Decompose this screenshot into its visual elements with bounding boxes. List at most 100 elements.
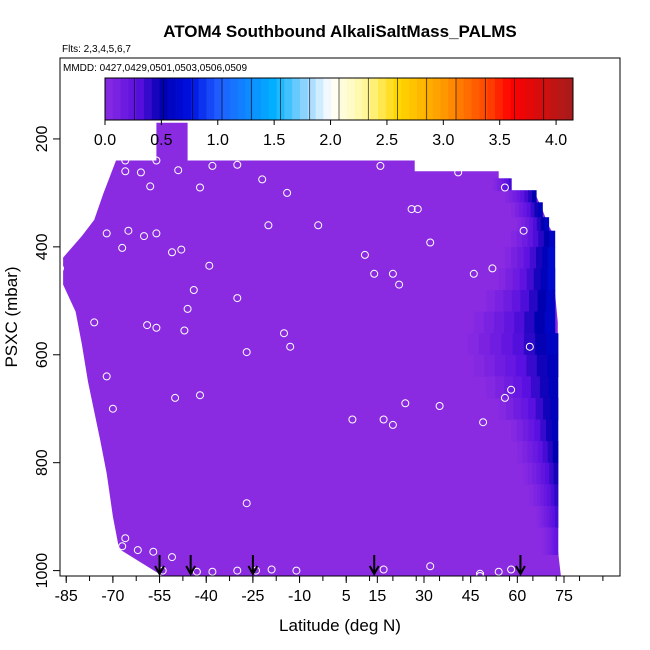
- field-cell: [517, 441, 523, 464]
- field-cell: [544, 505, 548, 529]
- field-cell: [504, 190, 510, 203]
- sample-point: [413, 205, 422, 214]
- field-cell: [517, 246, 525, 270]
- field-cell: [519, 268, 528, 291]
- field-cell: [501, 333, 514, 356]
- sample-point: [280, 329, 288, 338]
- colorbar-segment: [487, 78, 496, 120]
- field-cell: [504, 246, 512, 270]
- field-cell: [535, 397, 544, 421]
- field-cell: [528, 190, 533, 203]
- colorbar-segment: [237, 78, 246, 120]
- sample-point: [208, 567, 217, 576]
- colorbar-segment: [253, 78, 262, 120]
- flight-arrow: [368, 555, 380, 576]
- field-cell: [478, 333, 491, 356]
- colorbar-segment: [151, 78, 160, 120]
- field-cell: [540, 217, 546, 232]
- field-cell: [503, 290, 513, 313]
- field-cell: [523, 246, 531, 270]
- field-cell: [511, 419, 518, 442]
- field-cell: [546, 419, 553, 442]
- colorbar-segment: [549, 78, 558, 120]
- sample-point: [379, 415, 388, 424]
- dates-note: MMDD: 0427,0429,0501,0503,0506,0509: [63, 63, 247, 74]
- colorbar-segment: [300, 78, 309, 120]
- field-cell: [494, 178, 498, 191]
- field-cell: [532, 462, 537, 485]
- colorbar-segment: [346, 78, 355, 120]
- field-cell: [526, 354, 538, 377]
- sample-point: [90, 318, 99, 327]
- field-cell: [541, 505, 545, 529]
- field-cell: [547, 268, 556, 291]
- colorbar-segment: [409, 78, 418, 120]
- colorbar-segment: [292, 78, 301, 120]
- field-cell: [494, 311, 505, 334]
- flight-arrow: [154, 555, 165, 576]
- colorbar-segment: [323, 78, 332, 120]
- field-cell: [511, 290, 522, 313]
- sample-point: [500, 183, 509, 192]
- sample-point: [379, 565, 388, 574]
- curtain-field: [63, 122, 561, 576]
- colorbar-segment: [120, 78, 129, 120]
- sample-point: [435, 402, 444, 410]
- sample-point: [233, 294, 242, 303]
- colorbar-segment: [456, 78, 465, 120]
- field-cell: [518, 202, 524, 218]
- sample-point: [286, 342, 295, 351]
- colorbar-tick-label: 1.5: [263, 132, 285, 149]
- field-cell: [523, 462, 529, 485]
- sample-point: [360, 250, 369, 259]
- sample-point: [168, 553, 176, 562]
- field-cell: [499, 178, 503, 191]
- sample-point: [171, 393, 180, 402]
- sample-point: [476, 572, 484, 576]
- colorbar-segment: [479, 78, 488, 120]
- sample-point: [479, 418, 488, 427]
- colorbar-segment: [495, 78, 504, 120]
- field-cell: [544, 527, 547, 555]
- field-cell: [495, 376, 505, 399]
- field-cell: [528, 419, 535, 442]
- field-cell: [544, 462, 550, 485]
- field-cell: [551, 527, 555, 555]
- colorbar-segment: [471, 78, 480, 120]
- x-tick-label: -70: [101, 588, 124, 605]
- x-tick-label: -85: [55, 588, 78, 605]
- sample-point: [488, 264, 497, 273]
- field-cell: [511, 230, 518, 248]
- field-cell: [516, 230, 523, 248]
- field-cell: [527, 441, 534, 464]
- field-cell: [520, 190, 525, 203]
- field-cell: [549, 505, 553, 529]
- field-cell: [538, 202, 543, 218]
- colorbar-segment: [261, 78, 270, 120]
- colorbar-segment: [362, 78, 371, 120]
- colorbar-segment: [112, 78, 121, 120]
- field-cell: [522, 441, 529, 464]
- field-cell: [497, 178, 500, 191]
- field-cell: [522, 376, 532, 399]
- x-tick-label: 45: [462, 588, 480, 605]
- field-cell: [530, 376, 541, 399]
- sample-point: [108, 404, 117, 413]
- y-tick-label: 1000: [34, 553, 51, 589]
- x-axis: -85 -70 -55 -40 -25 -10 5 15 30 45 60 75: [55, 576, 604, 605]
- sample-point: [500, 393, 509, 402]
- colorbar-segment: [222, 78, 231, 120]
- colorbar-segment: [206, 78, 215, 120]
- sample-point: [351, 150, 360, 158]
- field-cell: [542, 246, 549, 270]
- sample-point: [205, 261, 214, 270]
- field-cell: [537, 290, 547, 313]
- field-cell: [543, 230, 550, 248]
- field-cell: [512, 333, 525, 356]
- sample-point: [208, 161, 217, 170]
- sample-point: [102, 372, 111, 381]
- sample-point: [314, 221, 323, 230]
- flight-arrow: [515, 555, 526, 576]
- sample-point: [189, 286, 198, 294]
- field-cell: [513, 397, 522, 421]
